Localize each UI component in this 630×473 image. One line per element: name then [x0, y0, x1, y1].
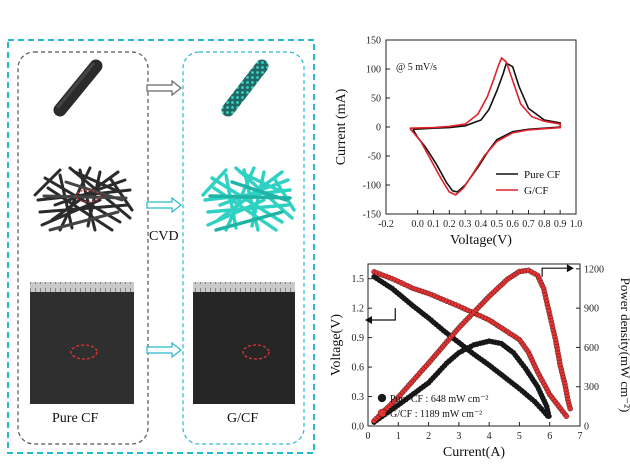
- data-point: [567, 405, 573, 412]
- pol-legend-label: G/CF : 1189 mW cm⁻²: [390, 409, 482, 420]
- pol-x-tick-label: 4: [487, 431, 492, 442]
- arrow-top: [146, 79, 182, 97]
- cv-y-tick-label: 150: [366, 36, 381, 47]
- gcf-cloth: [193, 282, 295, 404]
- cv-x-tick-label: 0.2: [443, 219, 456, 230]
- cv-y-tick-label: 100: [366, 65, 381, 76]
- cv-scan-rate-annotation: @ 5 mV/s: [396, 62, 437, 73]
- cvd-label: CVD: [149, 229, 179, 244]
- cv-y-tick-label: -150: [363, 210, 381, 221]
- pol-series-g-cf-voltage: [371, 269, 570, 419]
- pol-y-tick-label: 0.3: [352, 392, 365, 403]
- pure-cf-network: [33, 166, 134, 232]
- cv-y-tick-label: 0: [376, 123, 381, 134]
- gcf-label: G/CF: [227, 411, 259, 426]
- cv-y-axis-title: Current (mA): [334, 88, 349, 165]
- graphene-fiber-illustration: [221, 59, 269, 117]
- pure-fiber-illustration: [53, 59, 103, 117]
- pure-cf-frame: [17, 51, 149, 445]
- cv-x-axis-title: Voltage(V): [450, 233, 512, 248]
- cv-y-tick-label: -50: [368, 152, 381, 163]
- pol-y-tick-label: 0.0: [352, 422, 365, 433]
- pol-x-tick-label: 0: [366, 431, 371, 442]
- pol-x-tick-label: 2: [426, 431, 431, 442]
- pol-x-tick-label: 5: [517, 431, 522, 442]
- pol-y-tick-label: 0.6: [352, 363, 365, 374]
- pol-right-arrow-head: [566, 264, 574, 273]
- cv-y-tick-label: -100: [363, 181, 381, 192]
- pol-y-tick-label: 1.5: [352, 274, 365, 285]
- cv-x-tick-label: 0.3: [459, 219, 472, 230]
- pol-x-tick-label: 6: [547, 431, 552, 442]
- polarization-chart: 0 1 2 3 4 5 6 7 0.0 0.3 0.6 0.9 1.2 1.5 0 300 600 900 1200…: [329, 263, 630, 460]
- pol-y-axis-title: Voltage(V): [329, 314, 344, 376]
- cv-legend-label: Pure CF: [524, 169, 560, 181]
- arrow-middle: [146, 196, 182, 214]
- pol-x-tick-label: 3: [456, 431, 461, 442]
- cv-x-tick-label: 0.0: [411, 219, 424, 230]
- cv-y-tick-label: 50: [371, 94, 381, 105]
- pol-left-arrow-head: [365, 315, 373, 324]
- pol-y-tick-label: 0.9: [352, 333, 365, 344]
- pol-legend-label: Pure CF : 648 mW cm⁻²: [390, 394, 488, 405]
- data-point: [546, 413, 552, 419]
- pol-x-tick-label: 7: [578, 431, 583, 442]
- gcf-frame: [182, 51, 305, 445]
- cv-x-tick-label: 0.4: [475, 219, 488, 230]
- pol-plot-frame: [367, 263, 581, 427]
- pol-left-axis-indicator: [371, 308, 396, 321]
- pol-y-tick-label: 1.2: [352, 304, 365, 315]
- pure-cf-label: Pure CF: [52, 411, 99, 426]
- cv-series-g-cf: [409, 56, 561, 196]
- pure-cf-cloth: [30, 282, 134, 404]
- outer-dashed-frame: [7, 39, 315, 454]
- pol-series-g-cf-power: [371, 267, 573, 424]
- pol-right-axis-indicator: [541, 267, 568, 277]
- cv-legend-label: G/CF: [524, 185, 548, 197]
- cv-x-tick-label: 0.9: [554, 219, 567, 230]
- data-point: [563, 413, 570, 419]
- pol-legend-marker: [377, 408, 387, 418]
- arrow-bottom: [146, 341, 182, 359]
- pol-y2-axis-title: Power density(mW cm⁻²): [618, 278, 630, 413]
- cv-x-tick-label: 1.0: [570, 219, 583, 230]
- pol-y2-tick-label: 300: [584, 382, 599, 393]
- pol-x-axis-title: Current(A): [443, 445, 506, 460]
- cv-x-tick-label: 0.7: [522, 219, 535, 230]
- pol-legend-marker: [377, 393, 387, 403]
- pol-x-tick-label: 1: [396, 431, 401, 442]
- gcf-network: [201, 166, 296, 232]
- pol-y2-tick-label: 900: [584, 304, 599, 315]
- cv-x-tick-label: -0.2: [378, 219, 394, 230]
- cv-x-tick-label: 0.6: [506, 219, 519, 230]
- pure-cf-highlight: [75, 189, 101, 203]
- cv-x-tick-label: 0.8: [538, 219, 551, 230]
- pol-series-pure-cf-power: [371, 338, 552, 425]
- cv-x-tick-label: 0.1: [427, 219, 440, 230]
- pol-y2-tick-label: 600: [584, 343, 599, 354]
- cv-chart: -0.2 0.0 0.1 0.2 0.3 0.4 0.5 0.6 0.7 0.8 0.9 1.0 150…: [334, 36, 583, 249]
- pol-y2-tick-label: 1200: [584, 264, 604, 275]
- cv-x-tick-label: 0.5: [491, 219, 504, 230]
- pol-y2-tick-label: 0: [584, 422, 589, 433]
